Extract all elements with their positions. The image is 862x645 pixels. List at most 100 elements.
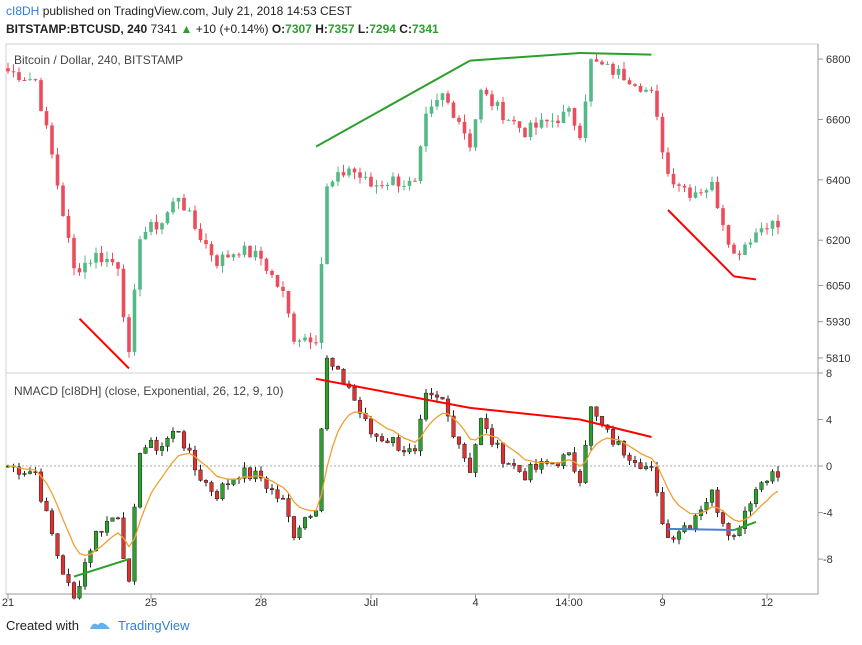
candle-body	[759, 228, 764, 233]
indicator-candle	[16, 466, 22, 475]
candle-body	[418, 146, 423, 181]
candle-body	[171, 201, 175, 213]
indicator-candle	[621, 440, 627, 456]
indicator-candle	[610, 429, 616, 445]
candle-body	[704, 190, 709, 193]
price-trendline	[78, 317, 130, 370]
author-link[interactable]: cI8DH	[6, 4, 40, 18]
candle-body	[385, 184, 390, 187]
candle-body	[149, 221, 153, 232]
open-value: 7307	[285, 22, 312, 36]
indicator-candle	[181, 431, 187, 449]
price-trendline	[667, 209, 735, 278]
candle-body	[39, 80, 43, 112]
candle-body	[121, 268, 126, 318]
indicator-candle	[165, 438, 170, 447]
candle-body	[336, 172, 340, 182]
indicator-candle	[638, 462, 643, 469]
candle-body	[578, 125, 582, 138]
indicator-candle	[390, 437, 396, 444]
price-trendlines	[78, 52, 757, 370]
indicator-candle	[566, 452, 572, 456]
candle-body	[83, 262, 87, 273]
indicator-axis: -8 -4 0 4 8	[818, 368, 833, 566]
candle-body	[176, 197, 181, 202]
price-pane[interactable]	[5, 43, 819, 374]
indicator-candle	[297, 527, 302, 538]
candle-body	[187, 210, 192, 212]
candle-body	[737, 253, 742, 255]
candle-body	[182, 197, 186, 211]
candle-body	[110, 258, 115, 263]
candle-body	[94, 252, 98, 263]
indicator-candle	[99, 530, 104, 533]
candle-body	[374, 185, 379, 187]
candle-body	[770, 220, 775, 229]
candle-body	[506, 119, 511, 121]
candle-body	[721, 208, 725, 226]
indicator-candle	[22, 473, 27, 475]
indicator-candle	[192, 449, 198, 471]
indicator-candle	[148, 439, 154, 448]
low-value: 7294	[369, 22, 396, 36]
candle-body	[275, 275, 280, 287]
indicator-tick-label: 4	[826, 415, 832, 427]
candle-body	[380, 185, 384, 187]
candle-body	[270, 270, 274, 276]
candle-body	[11, 71, 16, 73]
indicator-candle	[324, 357, 330, 430]
indicator-candle	[533, 463, 539, 470]
candle-body	[286, 291, 291, 314]
candle-body	[611, 63, 615, 75]
time-tick-label: Jul	[364, 597, 378, 609]
candle-body	[523, 127, 527, 138]
candle-body	[292, 313, 296, 342]
indicator-candle	[731, 535, 737, 537]
candle-body	[627, 80, 632, 85]
candle-body	[424, 113, 428, 147]
indicator-candle	[649, 466, 654, 468]
candle-body	[484, 89, 489, 95]
indicator-candle	[71, 582, 77, 599]
indicator-candle	[93, 530, 99, 552]
candle-body	[297, 340, 302, 342]
candle-body	[248, 245, 252, 258]
candle-body	[473, 119, 478, 148]
indicator-candle	[220, 483, 225, 500]
candle-body	[732, 244, 736, 254]
candle-body	[671, 173, 676, 185]
candle-body	[556, 120, 560, 124]
candle-body	[242, 245, 247, 255]
candle-body	[50, 125, 54, 155]
indicator-pane-title: NMACD [cI8DH] (close, Exponential, 26, 1…	[14, 384, 283, 398]
candle-body	[358, 172, 362, 178]
tradingview-logo-icon	[89, 619, 111, 634]
candle-body	[446, 93, 450, 103]
candle-body	[660, 116, 665, 153]
candle-body	[6, 68, 10, 72]
indicator-candle	[203, 480, 209, 483]
indicator-candle	[473, 444, 478, 473]
footer: Created with TradingView	[6, 618, 190, 634]
indicator-candle	[577, 471, 583, 483]
candle-body	[303, 337, 307, 341]
signal-line	[7, 411, 779, 556]
indicator-candle	[374, 433, 379, 437]
tradingview-link[interactable]: TradingView	[118, 618, 190, 633]
indicator-candle	[737, 528, 742, 537]
indicator-candle	[693, 515, 698, 529]
symbol-line: BITSTAMP:BTCUSD, 240 7341 ▲ +10 (+0.14%)…	[6, 22, 439, 36]
candle-body	[413, 180, 417, 182]
indicator-candle	[159, 446, 165, 451]
candle-body	[116, 262, 120, 269]
candle-body	[688, 187, 692, 198]
open-label: O:	[271, 22, 286, 36]
indicator-trendline	[315, 377, 471, 409]
candle-body	[693, 192, 698, 198]
indicator-candle	[500, 442, 506, 464]
price-trendline	[469, 52, 581, 62]
indicator-candle	[313, 510, 319, 517]
candle-body	[748, 242, 753, 245]
indicator-candle	[484, 418, 489, 429]
